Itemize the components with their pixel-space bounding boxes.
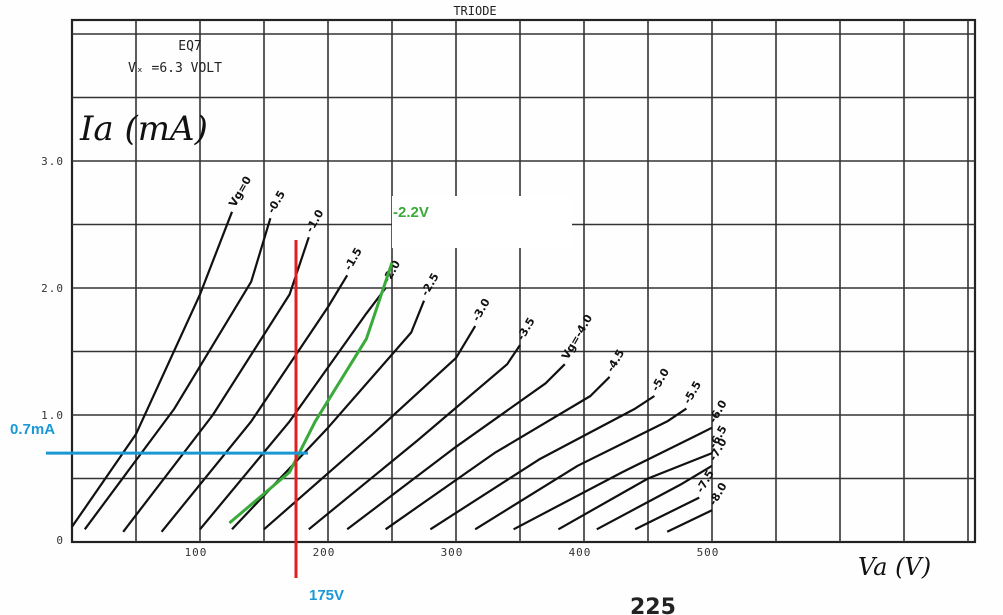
characteristic-curve: [596, 464, 713, 531]
characteristic-curve: [199, 287, 387, 531]
characteristic-curve: [71, 211, 234, 528]
characteristic-curve: [160, 274, 349, 533]
curve-family: [71, 211, 713, 533]
tube-name: EQ7: [178, 39, 201, 54]
operating-point-annotations: [46, 240, 394, 578]
y-axis-label: Ia (mA): [79, 109, 208, 149]
plot-frame: [70, 18, 977, 544]
characteristic-curve: [384, 376, 611, 531]
heater-voltage: Vₓ =6.3 VOLT: [128, 61, 222, 76]
characteristic-curve: [263, 325, 477, 531]
plate-current-annotation-label: 0.7mA: [10, 421, 55, 438]
x-tick-label: 100: [185, 546, 208, 559]
y-tick-label: 1.0: [41, 409, 64, 422]
characteristic-curve: [634, 496, 700, 531]
characteristic-curve: [666, 509, 713, 533]
y-tick-label: 2.0: [41, 282, 64, 295]
characteristic-curve: [308, 344, 521, 531]
x-tick-label: 400: [569, 546, 592, 559]
chart-title: TRIODE: [453, 4, 496, 18]
annotation-backdrop: [392, 196, 572, 248]
x-tick-label: 300: [441, 546, 464, 559]
grid-voltage-curve: [228, 262, 394, 525]
characteristic-curve: [513, 426, 713, 531]
characteristic-curve: [429, 395, 656, 531]
grid: [70, 18, 977, 544]
characteristic-curve: [346, 363, 566, 531]
grid-voltage-annotation-label: -2.2V: [393, 204, 429, 221]
y-tick-label: 0: [56, 534, 64, 547]
y-tick-label: 3.0: [41, 155, 64, 168]
characteristic-curve: [557, 452, 713, 531]
x-tick-label: 500: [697, 546, 720, 559]
characteristic-curve: [83, 217, 272, 530]
characteristic-curve: [122, 236, 310, 533]
x-tick-label: 200: [313, 546, 336, 559]
plate-voltage-annotation-label: 175V: [309, 587, 344, 604]
characteristic-curve: [474, 407, 688, 531]
page-number-fragment: 225: [630, 595, 676, 615]
x-axis-label: Va (V): [858, 553, 931, 581]
tick-labels: 100 200 300 400 500 0 1.0 2.0 3.0: [41, 155, 720, 559]
